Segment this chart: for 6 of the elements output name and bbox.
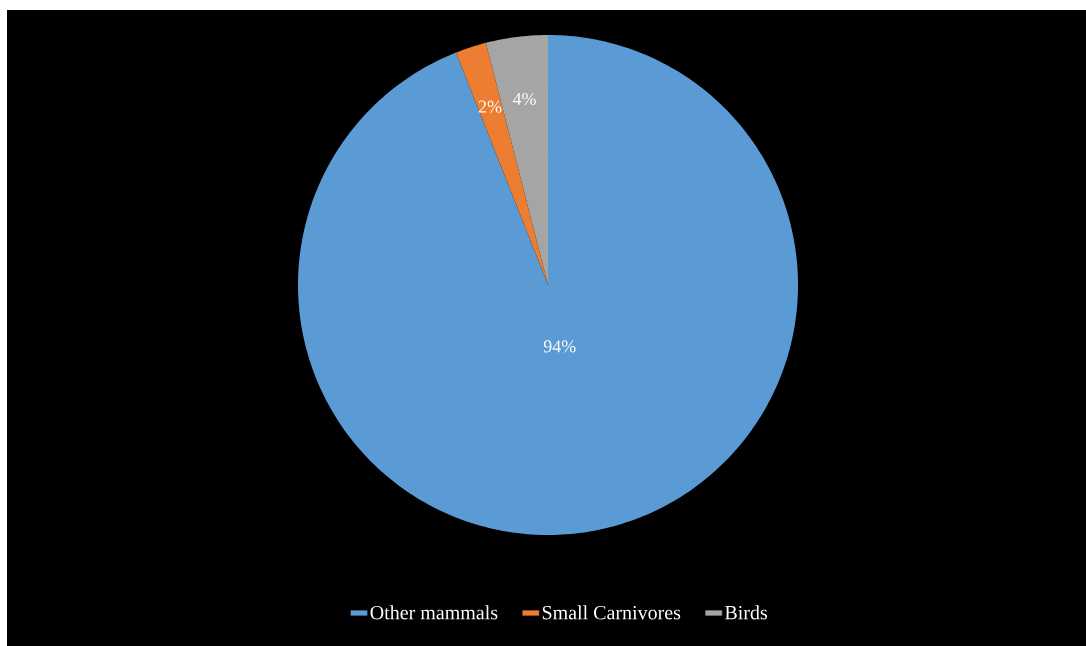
legend-label: Small Carnivores [542,605,681,620]
data-label: 4% [512,92,536,106]
legend-label: Birds [724,605,768,620]
data-label: 94% [543,340,576,353]
data-label: 2% [478,100,502,113]
legend-label: Other mammals [370,605,498,620]
